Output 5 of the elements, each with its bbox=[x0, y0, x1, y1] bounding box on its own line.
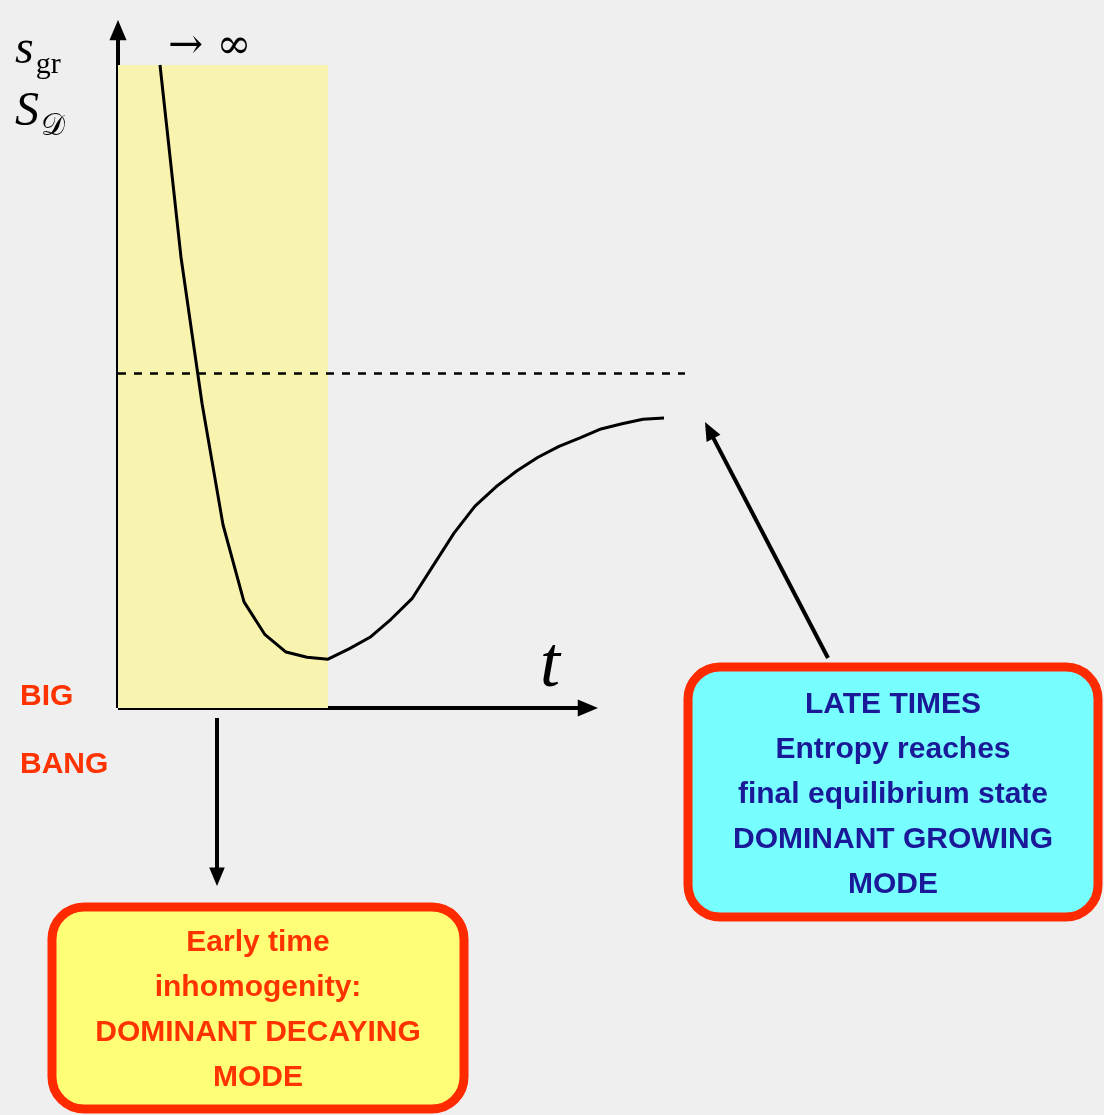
annotation: → ∞ bbox=[168, 18, 252, 68]
text: LATE TIMES Entropy reaches final equilibrium state DOMINANT GROWING MODE bbox=[733, 685, 1053, 899]
text: BIG BANG bbox=[20, 677, 109, 779]
text: Early time inhomogenity: DOMINANT DECAYING MODE bbox=[95, 924, 421, 1092]
x-axis-title: t bbox=[540, 622, 562, 702]
